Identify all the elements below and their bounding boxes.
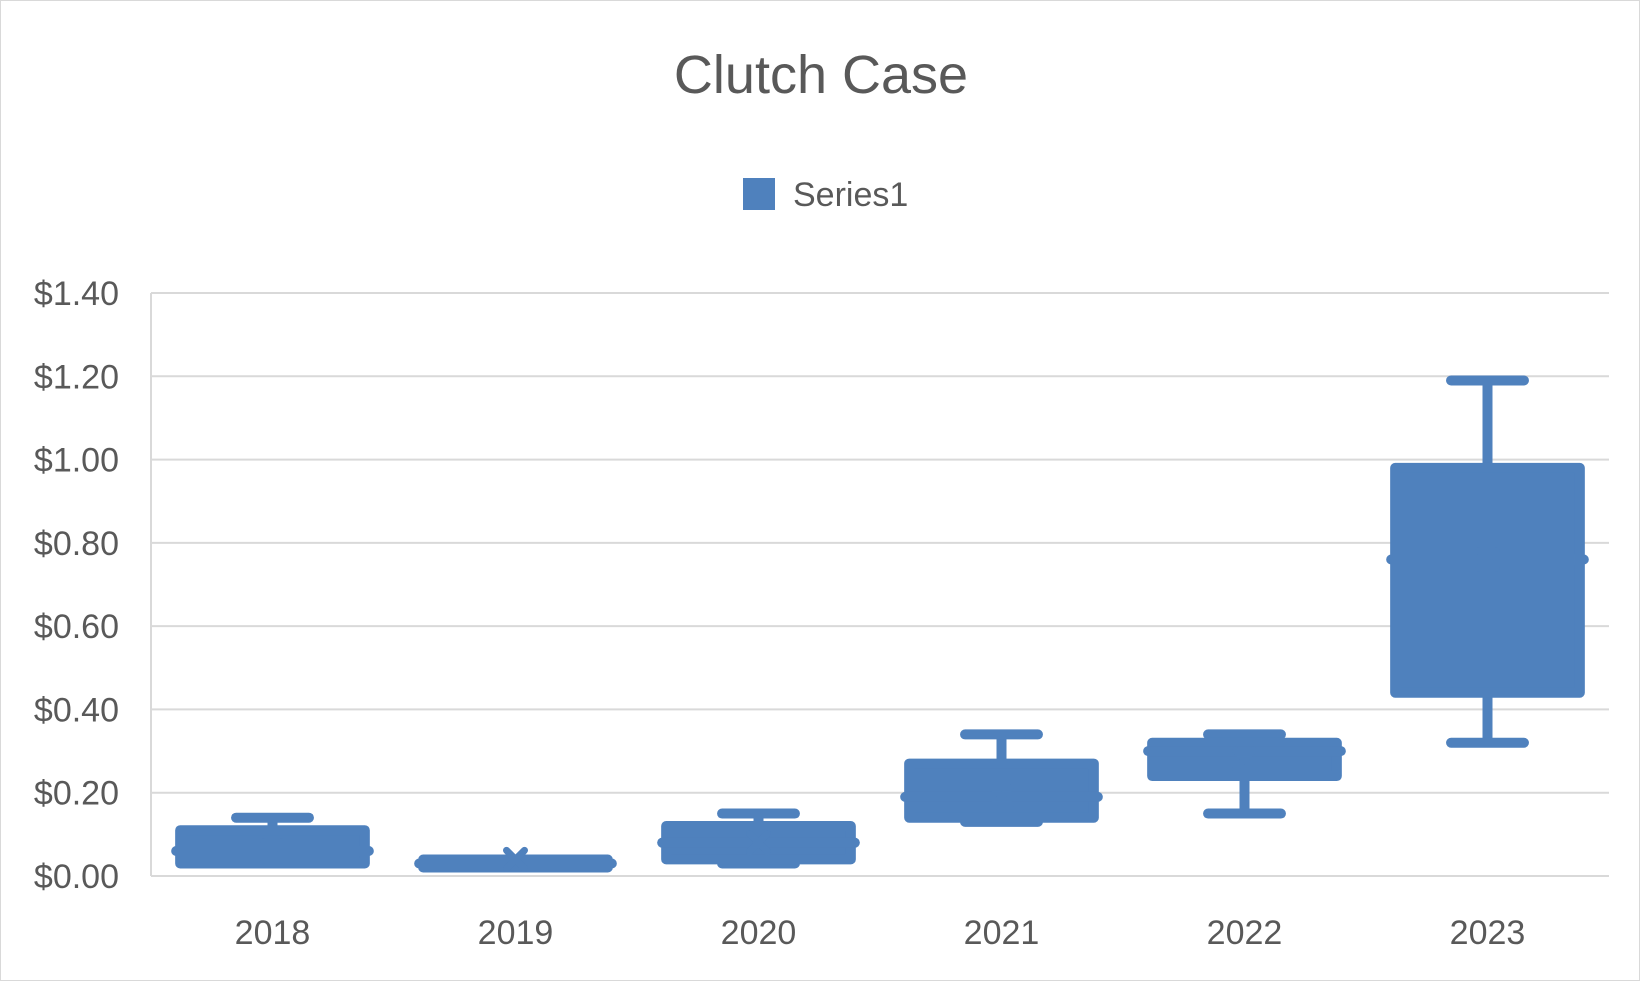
y-axis: $0.00 $0.20 $0.40 $0.60 $0.80 $1.00 $1.20 $1.40: [34, 275, 119, 896]
x-tick-label: 2020: [721, 914, 797, 952]
plot-series: [171, 375, 1589, 873]
x-tick-label: 2023: [1450, 914, 1526, 952]
legend-swatch: [743, 178, 775, 210]
legend-label: Series1: [793, 176, 908, 214]
y-tick-label: $1.00: [34, 442, 119, 480]
box-body: [1390, 462, 1585, 698]
mean-marker: [503, 846, 528, 872]
legend: Series1: [743, 176, 908, 214]
x-tick-label: 2018: [235, 914, 311, 952]
box-body: [904, 758, 1099, 823]
box-2019: [414, 846, 617, 873]
mean-marker: [1232, 746, 1257, 772]
box-2023: [1386, 375, 1589, 748]
gridlines: [150, 292, 1609, 877]
y-tick-label: $0.80: [34, 525, 119, 563]
mean-marker: [746, 830, 771, 856]
mean-marker: [1475, 547, 1500, 573]
x-tick-label: 2021: [964, 914, 1040, 952]
x-tick-label: 2022: [1207, 914, 1283, 952]
box-2021: [900, 729, 1103, 827]
box-2022: [1143, 729, 1346, 819]
box-2018: [171, 812, 374, 869]
chart-title: Clutch Case: [674, 45, 968, 105]
x-axis: 2018 2019 2020 2021 2022 2023: [235, 914, 1526, 952]
y-tick-label: $0.40: [34, 691, 119, 729]
x-tick-label: 2019: [478, 914, 554, 952]
y-tick-label: $1.20: [34, 358, 119, 396]
y-tick-label: $0.60: [34, 608, 119, 646]
y-tick-label: $0.00: [34, 858, 119, 896]
y-tick-label: $1.40: [34, 275, 119, 313]
mean-marker: [260, 838, 285, 864]
y-tick-label: $0.20: [34, 775, 119, 813]
mean-marker: [989, 784, 1014, 810]
box-2020: [657, 808, 860, 869]
